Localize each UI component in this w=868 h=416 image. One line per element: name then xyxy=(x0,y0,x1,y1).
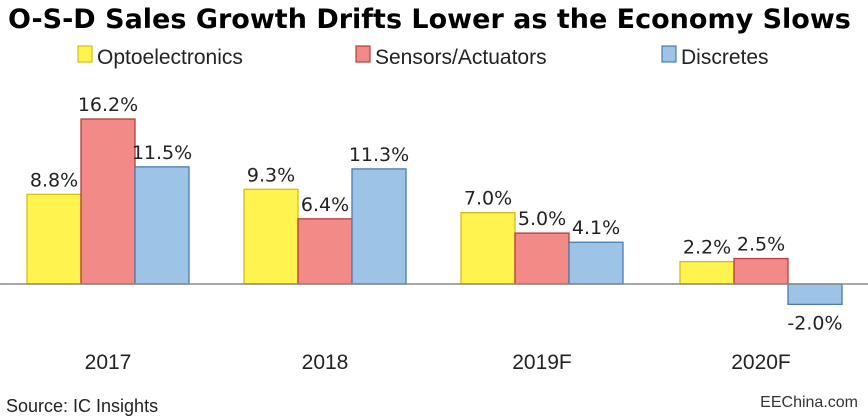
data-label: 16.2% xyxy=(78,94,138,116)
data-labels-group: 8.8% 16.2% 11.5% 9.3% 6.4% 11.3% 7.0% 5.0% 4.1% 2… xyxy=(30,94,843,334)
bar-2020f-discretes xyxy=(787,283,843,306)
bar-2018-optoelectronics xyxy=(243,188,299,285)
chart-legend: Optoelectronics Sensors/Actuators Discrete… xyxy=(77,45,769,69)
category-label: 2019F xyxy=(512,351,572,374)
data-label: 7.0% xyxy=(464,188,512,210)
chart-title: O-S-D Sales Growth Drifts Lower as the E… xyxy=(8,4,851,35)
source-note: Source: IC Insights xyxy=(6,396,158,416)
legend-swatch-1 xyxy=(77,45,93,63)
bar-2019f-optoelectronics xyxy=(460,212,516,285)
legend-swatch-3 xyxy=(661,45,677,63)
category-label: 2017 xyxy=(85,351,132,374)
bars-group xyxy=(26,118,843,306)
category-label: 2020F xyxy=(731,351,791,374)
bar-2019f-sensors-actuators xyxy=(514,232,570,285)
category-labels-group: 2017 2018 2019F 2020F xyxy=(85,351,791,374)
data-label: 8.8% xyxy=(30,169,78,191)
data-label: 6.4% xyxy=(301,194,349,216)
data-label: 5.0% xyxy=(518,208,566,230)
bar-2018-sensors-actuators xyxy=(297,218,353,285)
data-label: 2.5% xyxy=(737,234,785,256)
legend-swatch-2 xyxy=(355,45,371,63)
data-label: -2.0% xyxy=(787,312,842,334)
data-label: 11.3% xyxy=(349,144,409,166)
bar-2020f-sensors-actuators xyxy=(733,257,789,285)
category-label: 2018 xyxy=(302,351,349,374)
bar-2017-discretes xyxy=(134,166,190,285)
bar-2018-discretes xyxy=(351,168,407,285)
bar-2017-sensors-actuators xyxy=(80,118,136,285)
data-label: 9.3% xyxy=(247,164,295,186)
data-label: 11.5% xyxy=(132,142,192,164)
bar-2017-optoelectronics xyxy=(26,193,82,285)
legend-label-2: Sensors/Actuators xyxy=(375,46,547,69)
data-label: 4.1% xyxy=(572,217,620,239)
legend-label-1: Optoelectronics xyxy=(97,46,243,69)
bar-2019f-discretes xyxy=(568,241,624,285)
legend-label-3: Discretes xyxy=(681,46,769,69)
bar-2020f-optoelectronics xyxy=(679,260,735,285)
watermark-text: EEChina.com xyxy=(760,394,858,411)
data-label: 2.2% xyxy=(683,237,731,259)
